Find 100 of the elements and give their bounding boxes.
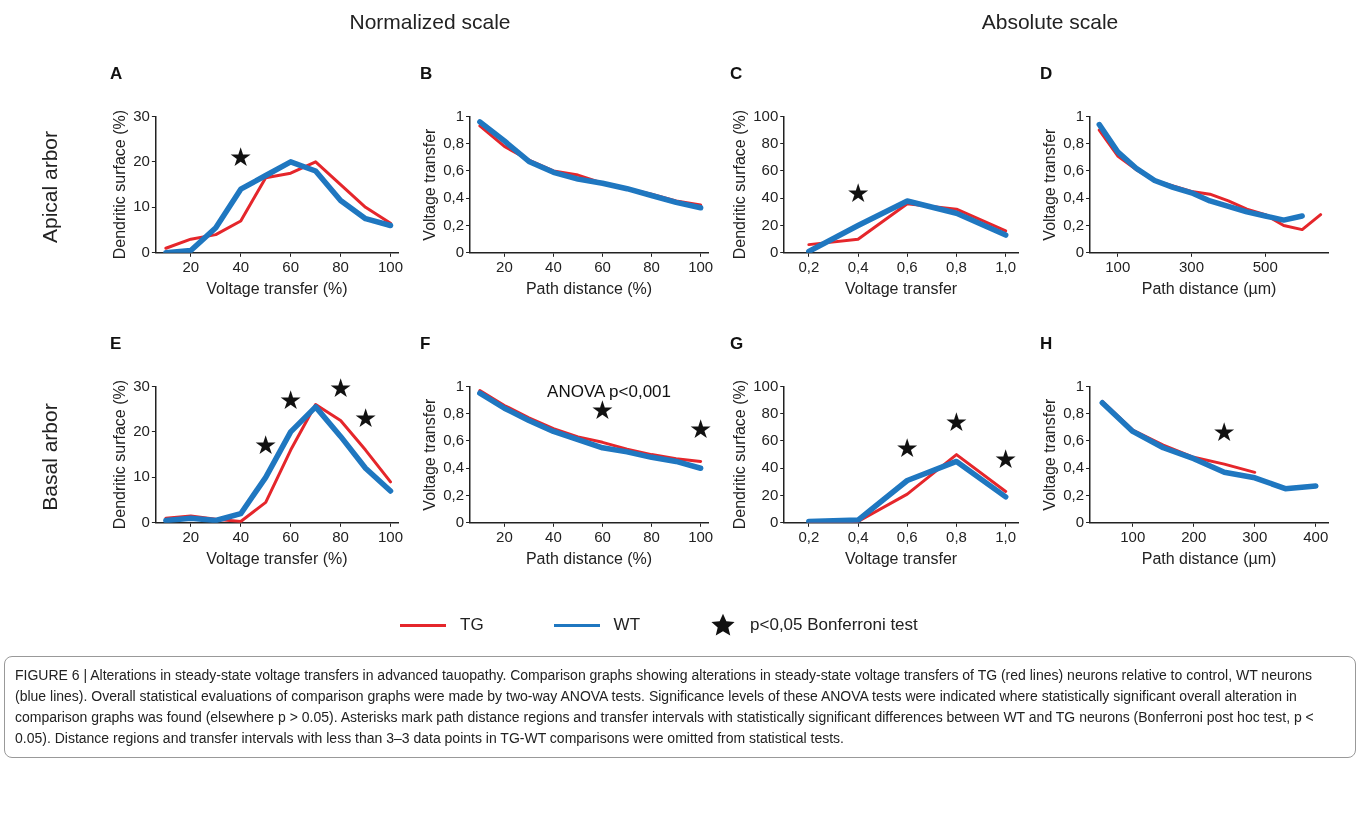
x-tick-label: 300	[1178, 257, 1205, 275]
x-tick-label: 0,2	[798, 257, 820, 275]
y-tick-label: 0	[769, 512, 779, 530]
y-tick-label: 40	[761, 188, 779, 206]
y-tick-label: 0,2	[443, 485, 465, 503]
y-tick-label: 40	[761, 458, 779, 476]
y-tick-label: 1	[1075, 106, 1085, 124]
x-axis-title: Path distance (%)	[525, 549, 653, 567]
y-tick-label: 0	[455, 242, 465, 260]
y-tick-label: 0,4	[443, 458, 465, 476]
y-tick-label: 10	[133, 197, 150, 215]
y-tick-label: 0,8	[1063, 403, 1085, 421]
x-tick-label: 40	[232, 257, 250, 275]
x-tick-label: 500	[1252, 257, 1278, 275]
text: Basal arbor	[38, 402, 62, 513]
x-tick-label: 400	[1303, 527, 1329, 545]
x-tick-label: 20	[182, 527, 200, 545]
x-tick-label: 0,4	[847, 527, 869, 545]
x-tick-label: 20	[496, 527, 513, 545]
y-tick-label: 0	[1075, 512, 1085, 530]
x-axis-title: Voltage transfer	[845, 549, 958, 567]
y-tick-label: 80	[761, 133, 779, 151]
text: Normalized scale	[348, 10, 512, 34]
chart-title: H	[1040, 333, 1053, 353]
chart-title: A	[110, 63, 123, 83]
x-tick-label: 80	[332, 527, 349, 545]
y-tick-label: 0	[769, 242, 779, 260]
y-tick-label: 0,6	[1063, 161, 1085, 179]
annotation: ★	[944, 407, 969, 438]
y-tick-label: 20	[761, 485, 779, 503]
x-axis-title: Path distance (%)	[525, 279, 653, 297]
y-tick-label: 0	[1075, 242, 1085, 260]
x-tick-label: 100	[1105, 257, 1131, 275]
x-tick-label: 0,6	[896, 257, 918, 275]
y-tick-label: 0,6	[443, 431, 465, 449]
annotation: ★	[353, 402, 378, 433]
annotation: ★	[229, 141, 253, 172]
y-tick-label: 80	[761, 403, 779, 421]
x-tick-label: 0,6	[896, 527, 918, 545]
y-tick-label: 0,4	[1063, 188, 1085, 206]
x-tick-label: 80	[332, 257, 349, 275]
x-axis-title: Path distance (µm)	[1141, 549, 1277, 567]
y-tick-label: 0,2	[1063, 215, 1085, 233]
y-tick-label: 100	[753, 106, 779, 124]
chart-title: E	[110, 333, 122, 353]
x-tick-label: 20	[182, 257, 200, 275]
y-tick-label: 10	[133, 467, 150, 485]
annotation: ★	[846, 178, 870, 209]
y-tick-label: 0,6	[1063, 431, 1085, 449]
x-axis-title: Voltage transfer (%)	[206, 279, 348, 297]
y-axis-title: Dendritic surface (%)	[111, 379, 129, 530]
x-tick-label: 60	[594, 257, 611, 275]
x-tick-label: 0,4	[847, 257, 869, 275]
x-tick-label: 0,2	[798, 527, 820, 545]
y-axis-title: Voltage transfer	[1041, 127, 1059, 241]
x-tick-label: 1,0	[995, 527, 1017, 545]
y-tick-label: 0,8	[443, 403, 465, 421]
x-tick-label: 100	[688, 527, 714, 545]
x-tick-label: 0,8	[946, 527, 967, 545]
annotation: ★	[279, 384, 303, 415]
y-tick-label: 30	[133, 106, 150, 124]
chart-title: F	[420, 333, 431, 353]
x-tick-label: 200	[1181, 527, 1207, 545]
chart-title: C	[730, 63, 743, 83]
y-tick-label: 20	[133, 152, 150, 170]
y-axis-title: Dendritic surface (%)	[111, 109, 129, 260]
x-axis-title: Voltage transfer	[845, 279, 958, 297]
x-axis-title: Voltage transfer (%)	[206, 549, 348, 567]
y-tick-label: 30	[133, 376, 150, 394]
x-tick-label: 100	[688, 257, 714, 275]
y-tick-label: 1	[1075, 376, 1085, 394]
y-axis-title: Dendritic surface (%)	[731, 109, 749, 260]
x-tick-label: 100	[378, 257, 404, 275]
y-tick-label: 0	[455, 512, 465, 530]
x-tick-label: 1,0	[995, 257, 1017, 275]
y-tick-label: 20	[133, 422, 150, 440]
x-tick-label: 300	[1242, 527, 1268, 545]
x-tick-label: 100	[1120, 527, 1146, 545]
y-tick-label: 0	[141, 512, 150, 530]
x-tick-label: 80	[643, 257, 660, 275]
legend-label: WT	[613, 615, 641, 635]
annotation: ★	[895, 433, 919, 464]
y-axis-title: Voltage transfer	[421, 127, 439, 241]
y-tick-label: 60	[761, 161, 779, 179]
legend-label: TG	[460, 615, 484, 635]
x-tick-label: 100	[378, 527, 404, 545]
y-axis-title: Voltage transfer	[1041, 397, 1059, 511]
y-tick-label: 1	[455, 376, 465, 394]
y-tick-label: 0,4	[443, 188, 465, 206]
y-tick-label: 100	[753, 376, 779, 394]
y-tick-label: 0,8	[443, 133, 465, 151]
x-axis-title: Path distance (µm)	[1141, 279, 1277, 297]
x-tick-label: 0,8	[946, 257, 967, 275]
chart-title: G	[730, 333, 744, 353]
y-tick-label: 1	[455, 106, 465, 124]
x-tick-label: 20	[496, 257, 513, 275]
y-tick-label: 0,4	[1063, 458, 1085, 476]
x-tick-label: 40	[545, 527, 562, 545]
x-tick-label: 60	[282, 257, 300, 275]
y-tick-label: 0	[141, 242, 150, 260]
